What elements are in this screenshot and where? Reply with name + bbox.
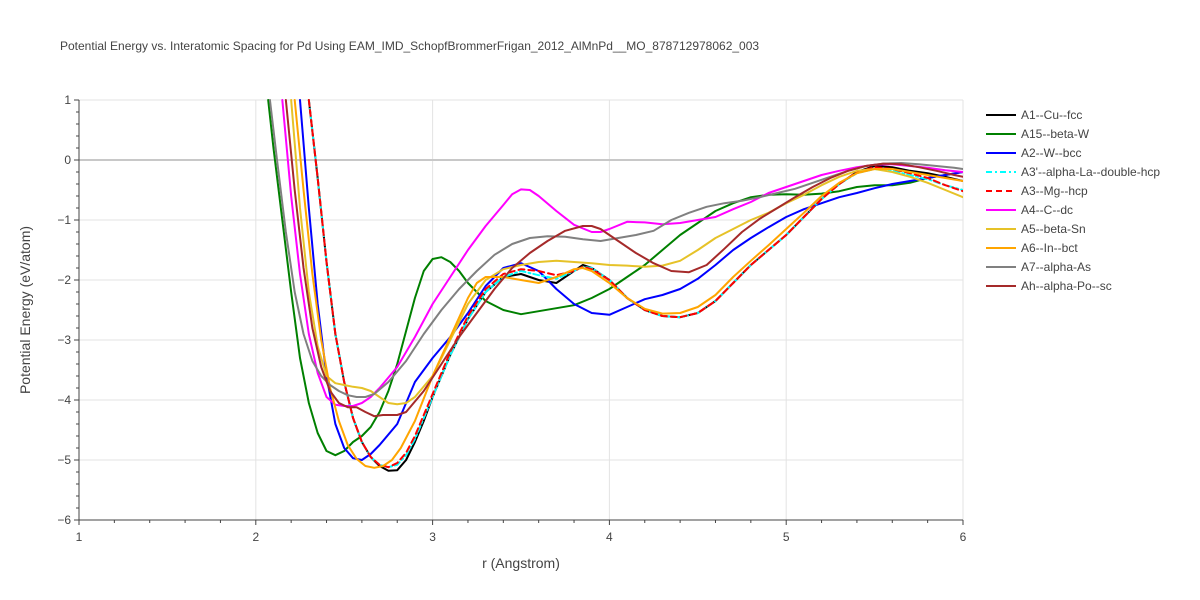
y-axis-title: Potential Energy (eV/atom) (17, 226, 33, 394)
legend-label: A7--alpha-As (1021, 260, 1091, 274)
legend-item[interactable]: A6--In--bct (986, 241, 1078, 255)
x-tick-label: 5 (783, 530, 790, 544)
y-tick-label: −1 (57, 213, 71, 227)
x-tick-label: 6 (960, 530, 967, 544)
legend-label: A1--Cu--fcc (1021, 108, 1082, 122)
x-tick-label: 2 (252, 530, 259, 544)
legend-label: A4--C--dc (1021, 203, 1073, 217)
legend-item[interactable]: A15--beta-W (986, 127, 1090, 141)
x-tick-label: 3 (429, 530, 436, 544)
y-tick-label: −4 (57, 393, 71, 407)
legend-item[interactable]: A3--Mg--hcp (986, 184, 1088, 198)
legend-item[interactable]: A4--C--dc (986, 203, 1073, 217)
series-lines (267, 99, 963, 472)
y-tick-label: −2 (57, 273, 71, 287)
series-line-2 (299, 99, 963, 461)
series-line-1 (267, 99, 963, 457)
legend-label: Ah--alpha-Po--sc (1021, 279, 1112, 293)
y-tick-label: −5 (57, 453, 71, 467)
legend-item[interactable]: A1--Cu--fcc (986, 108, 1082, 122)
legend-item[interactable]: A5--beta-Sn (986, 222, 1086, 236)
y-tick-label: 1 (64, 93, 71, 107)
x-axis-title: r (Angstrom) (482, 555, 560, 571)
series-line-6 (290, 99, 963, 406)
series-line-7 (293, 99, 963, 469)
legend: A1--Cu--fcc A15--beta-W A2--W--bcc A3'--alp… (986, 108, 1160, 293)
y-tick-label: 0 (64, 153, 71, 167)
legend-item[interactable]: A2--W--bcc (986, 146, 1081, 160)
legend-label: A2--W--bcc (1021, 146, 1081, 160)
x-tick-label: 4 (606, 530, 613, 544)
legend-item[interactable]: A3'--alpha-La--double-hcp (986, 165, 1160, 179)
legend-label: A3--Mg--hcp (1021, 184, 1088, 198)
legend-label: A15--beta-W (1021, 127, 1090, 141)
axes: 1 2 3 4 5 6 1 0 −1 −2 −3 −4 −5 −6 (57, 93, 966, 544)
legend-label: A6--In--bct (1021, 241, 1078, 255)
legend-item[interactable]: A7--alpha-As (986, 260, 1091, 274)
chart-title: Potential Energy vs. Interatomic Spacing… (60, 39, 759, 53)
legend-label: A5--beta-Sn (1021, 222, 1086, 236)
y-tick-label: −3 (57, 333, 71, 347)
series-line-9 (284, 99, 963, 418)
series-line-5 (281, 99, 963, 407)
legend-item[interactable]: Ah--alpha-Po--sc (986, 279, 1112, 293)
y-tick-label: −6 (57, 513, 71, 527)
x-tick-label: 1 (76, 530, 83, 544)
legend-label: A3'--alpha-La--double-hcp (1021, 165, 1160, 179)
